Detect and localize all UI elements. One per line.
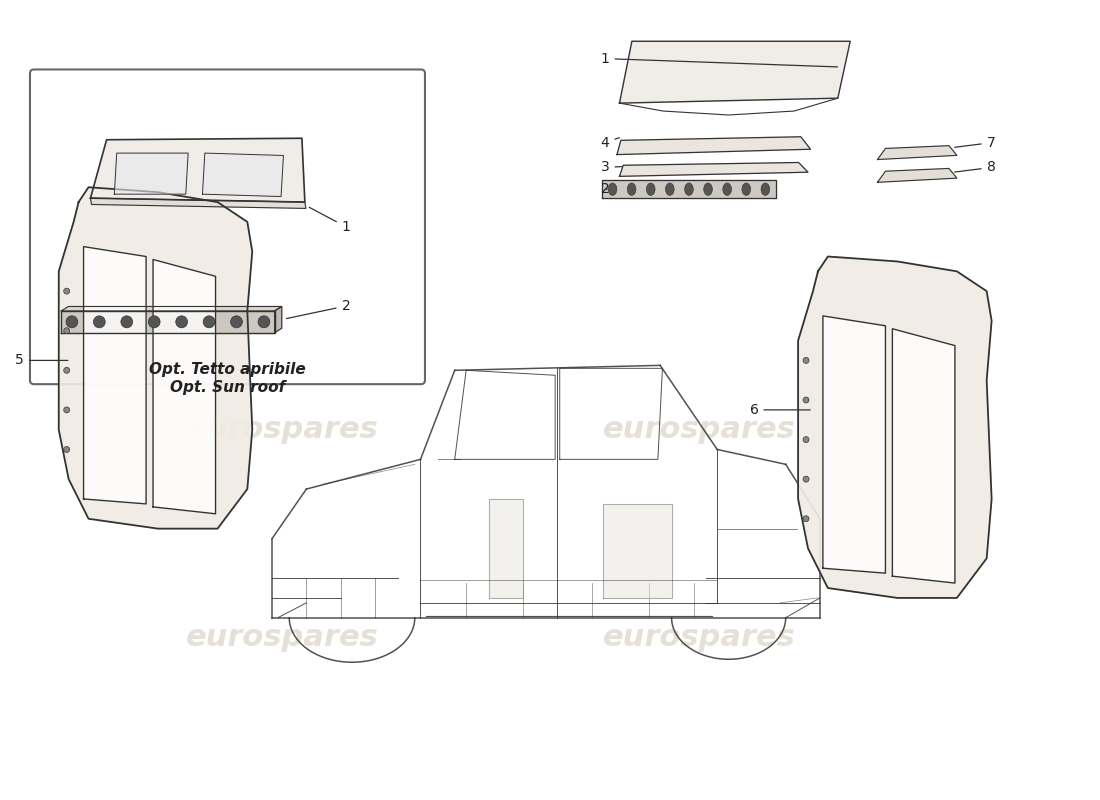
- Text: 5: 5: [15, 354, 68, 367]
- Polygon shape: [799, 257, 991, 598]
- Polygon shape: [58, 187, 252, 529]
- Ellipse shape: [704, 183, 713, 195]
- Ellipse shape: [627, 183, 636, 195]
- Circle shape: [64, 328, 69, 334]
- Circle shape: [803, 437, 808, 442]
- Polygon shape: [617, 137, 811, 154]
- Polygon shape: [202, 153, 284, 197]
- Text: 3: 3: [601, 161, 621, 174]
- FancyBboxPatch shape: [30, 70, 425, 384]
- Ellipse shape: [258, 316, 270, 328]
- Text: Opt. Tetto apribile: Opt. Tetto apribile: [150, 362, 306, 378]
- Text: eurospares: eurospares: [603, 415, 795, 444]
- Polygon shape: [84, 246, 146, 504]
- Text: 1: 1: [309, 207, 351, 234]
- Circle shape: [803, 476, 808, 482]
- Ellipse shape: [608, 183, 617, 195]
- Polygon shape: [892, 329, 955, 583]
- Polygon shape: [878, 146, 957, 159]
- Polygon shape: [62, 311, 275, 333]
- Text: 2: 2: [601, 182, 609, 196]
- Text: 7: 7: [955, 136, 996, 150]
- Circle shape: [64, 367, 69, 374]
- Ellipse shape: [66, 316, 78, 328]
- Ellipse shape: [94, 316, 106, 328]
- Circle shape: [64, 407, 69, 413]
- Ellipse shape: [666, 183, 674, 195]
- Polygon shape: [603, 504, 672, 598]
- Text: 2: 2: [286, 299, 350, 318]
- Text: Opt. Sun roof: Opt. Sun roof: [169, 380, 285, 395]
- Circle shape: [64, 288, 69, 294]
- Text: eurospares: eurospares: [603, 623, 795, 652]
- Polygon shape: [90, 138, 305, 202]
- Circle shape: [803, 397, 808, 403]
- Circle shape: [803, 516, 808, 522]
- Ellipse shape: [121, 316, 133, 328]
- Polygon shape: [619, 42, 850, 103]
- Polygon shape: [490, 499, 524, 598]
- Circle shape: [64, 446, 69, 453]
- Text: eurospares: eurospares: [186, 415, 378, 444]
- Polygon shape: [878, 169, 957, 182]
- Polygon shape: [275, 306, 282, 333]
- Ellipse shape: [176, 316, 187, 328]
- Polygon shape: [619, 162, 808, 176]
- Polygon shape: [114, 153, 188, 194]
- Ellipse shape: [684, 183, 693, 195]
- Polygon shape: [153, 259, 216, 514]
- Polygon shape: [823, 316, 886, 573]
- Text: eurospares: eurospares: [186, 623, 378, 652]
- Circle shape: [803, 358, 808, 363]
- Text: 4: 4: [601, 136, 619, 150]
- Ellipse shape: [204, 316, 214, 328]
- Ellipse shape: [761, 183, 770, 195]
- Ellipse shape: [647, 183, 656, 195]
- Polygon shape: [90, 198, 306, 209]
- Ellipse shape: [231, 316, 242, 328]
- Text: 6: 6: [749, 403, 811, 417]
- Text: 1: 1: [601, 51, 837, 67]
- Ellipse shape: [723, 183, 732, 195]
- Ellipse shape: [148, 316, 161, 328]
- Polygon shape: [62, 306, 282, 311]
- Text: 8: 8: [955, 161, 996, 174]
- Ellipse shape: [741, 183, 750, 195]
- Polygon shape: [602, 180, 776, 198]
